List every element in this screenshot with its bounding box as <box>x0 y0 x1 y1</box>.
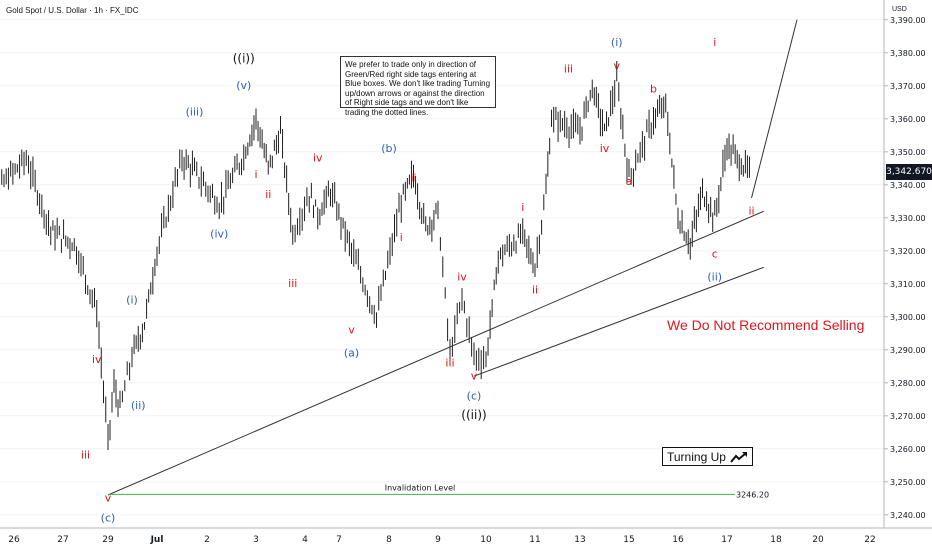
y-tick-label: 3,340.00 <box>890 181 926 190</box>
x-tick-label: 2 <box>204 535 210 545</box>
recommend-label: We Do Not Recommend Selling <box>667 317 865 333</box>
wave-label: iii <box>564 63 573 76</box>
wave-label: a <box>626 175 633 188</box>
wave-label: v <box>348 323 355 336</box>
wave-label: iv <box>600 142 610 155</box>
wave-label: ((i)) <box>233 52 255 66</box>
wave-label: (c) <box>467 389 482 402</box>
x-tick-label: 3 <box>253 535 259 545</box>
x-tick-label: 20 <box>812 535 824 545</box>
wave-label: iii <box>288 277 297 290</box>
wave-label: iii <box>445 356 454 369</box>
x-tick-label: 26 <box>8 535 20 545</box>
wave-label: (v) <box>236 79 251 92</box>
y-tick-label: 3,270.00 <box>890 412 926 421</box>
x-tick-label: 16 <box>672 535 684 545</box>
trendline <box>473 266 764 377</box>
y-axis-panel <box>884 0 932 550</box>
x-axis-panel <box>0 528 932 550</box>
wave-label: iv <box>313 152 323 165</box>
price-series <box>0 61 750 450</box>
currency-label: USD <box>892 6 907 13</box>
chart-title: Gold Spot / U.S. Dollar · 1h · FX_IDC <box>6 6 139 15</box>
x-tick-label: 11 <box>529 535 540 545</box>
wave-label: iv <box>92 353 102 366</box>
wave-label: (ii) <box>707 271 722 284</box>
wave-label: (c) <box>101 511 116 524</box>
x-tick-label: 15 <box>623 535 634 545</box>
x-tick-label: 8 <box>386 535 392 545</box>
wave-label: iv <box>457 271 467 284</box>
wave-label: (a) <box>344 346 359 359</box>
wave-label: v <box>471 370 478 383</box>
x-tick-label: 4 <box>302 535 308 545</box>
wave-label: ii <box>410 172 416 185</box>
x-tick-label: 27 <box>57 535 68 545</box>
x-tick-label: 10 <box>480 535 492 545</box>
y-tick-label: 3,370.00 <box>890 82 926 91</box>
level-lines: Invalidation Level 3246.20 <box>108 483 769 499</box>
turning-up-badge: Turning Up <box>662 447 753 466</box>
trendline <box>107 210 764 496</box>
x-tick-label: 22 <box>864 535 875 545</box>
y-tick-label: 3,240.00 <box>890 511 926 520</box>
y-tick-label: 3,250.00 <box>890 478 926 487</box>
wave-label: ii <box>532 284 538 297</box>
trading-note: We prefer to trade only in direction of … <box>340 56 496 117</box>
y-tick-label: 3,310.00 <box>890 280 926 289</box>
invalidation-value: 3246.20 <box>736 490 769 499</box>
wave-label: (b) <box>381 142 397 155</box>
wave-label: (i) <box>126 294 138 307</box>
wave-label: iii <box>81 449 90 462</box>
wave-label: (iii) <box>186 106 204 119</box>
wave-label: i <box>400 231 403 244</box>
invalidation-label: Invalidation Level <box>385 483 455 492</box>
wave-label: ((ii)) <box>461 408 486 422</box>
y-tick-label: 3,280.00 <box>890 379 926 388</box>
y-tick-label: 3,390.00 <box>890 16 926 25</box>
trendlines <box>107 19 798 496</box>
x-tick-label: 7 <box>336 535 342 545</box>
wave-label: (iv) <box>210 228 228 241</box>
y-tick-label: 3,380.00 <box>890 49 926 58</box>
x-tick-label: 29 <box>102 535 114 545</box>
y-tick-label: 3,360.00 <box>890 115 926 124</box>
x-tick-label: 17 <box>721 535 732 545</box>
x-tick-label: 9 <box>435 535 441 545</box>
wave-label: i <box>521 201 524 214</box>
turning-up-label: Turning Up <box>667 449 726 464</box>
y-tick-label: 3,320.00 <box>890 247 926 256</box>
wave-label: ii <box>748 205 754 218</box>
wave-label: v <box>613 59 620 72</box>
wave-label: i <box>713 36 716 49</box>
wave-label: i <box>254 168 257 181</box>
wave-label: c <box>712 247 718 260</box>
x-tick-label: 13 <box>574 535 585 545</box>
x-tick-label: 18 <box>770 535 782 545</box>
trendline <box>751 19 798 199</box>
wave-label: b <box>650 82 657 95</box>
y-tick-label: 3,330.00 <box>890 214 926 223</box>
x-tick-label: Jul <box>150 535 164 545</box>
wave-label: v <box>105 492 112 505</box>
wave-label: ii <box>265 188 271 201</box>
y-tick-label: 3,300.00 <box>890 313 926 322</box>
y-tick-label: 3,350.00 <box>890 148 926 157</box>
arrow-up-right-icon <box>730 451 747 463</box>
last-price-tag: 3,342.670 <box>886 164 932 180</box>
wave-label: (ii) <box>131 399 146 412</box>
y-tick-label: 3,260.00 <box>890 445 926 454</box>
wave-labels: iviiiv(c)((y))2(i)(ii)(iii)(iv)(v)((i))i… <box>81 36 755 544</box>
wave-label: (i) <box>611 36 623 49</box>
y-tick-label: 3,290.00 <box>890 346 926 355</box>
